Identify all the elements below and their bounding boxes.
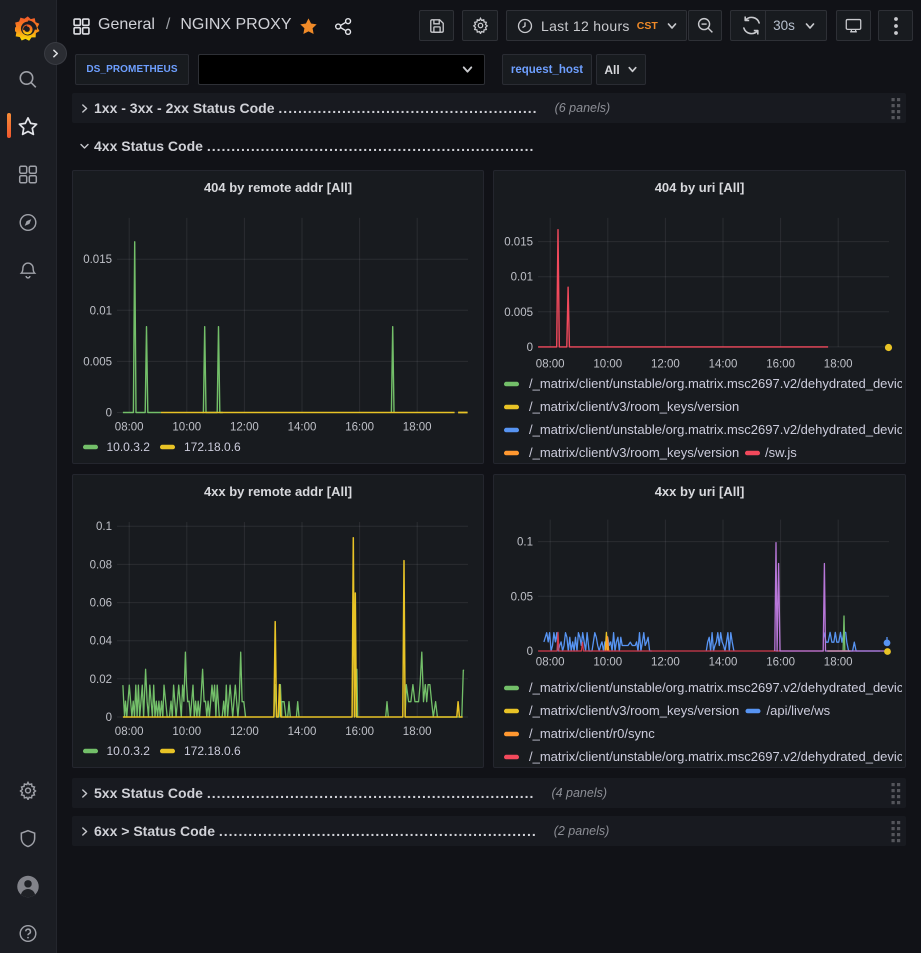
svg-text:10:00: 10:00 [593, 657, 622, 669]
svg-text:10.0.3.2: 10.0.3.2 [107, 744, 151, 758]
svg-text:0.04: 0.04 [90, 636, 113, 648]
svg-text:0.06: 0.06 [90, 598, 112, 610]
svg-text:08:00: 08:00 [115, 422, 144, 434]
svg-text:14:00: 14:00 [709, 359, 738, 371]
svg-text:0.005: 0.005 [83, 356, 112, 368]
svg-text:12:00: 12:00 [230, 726, 259, 738]
svg-text:0.1: 0.1 [517, 537, 533, 549]
svg-text:/_matrix/client/unstable/org.m: /_matrix/client/unstable/org.matrix.msc2… [529, 680, 902, 695]
svg-text:10:00: 10:00 [172, 422, 201, 434]
svg-text:12:00: 12:00 [651, 359, 680, 371]
svg-text:10:00: 10:00 [593, 359, 622, 371]
svg-text:12:00: 12:00 [230, 422, 259, 434]
svg-text:08:00: 08:00 [536, 657, 565, 669]
svg-text:/_matrix/client/v3/room_keys/v: /_matrix/client/v3/room_keys/version [529, 703, 739, 718]
svg-text:10:00: 10:00 [172, 726, 201, 738]
svg-text:14:00: 14:00 [709, 657, 738, 669]
svg-text:0.005: 0.005 [504, 307, 533, 319]
svg-text:0.01: 0.01 [90, 305, 112, 317]
svg-text:0.01: 0.01 [511, 272, 533, 284]
svg-text:/sw.js: /sw.js [765, 445, 797, 460]
svg-text:0.02: 0.02 [90, 674, 112, 686]
svg-text:10.0.3.2: 10.0.3.2 [107, 440, 151, 454]
svg-text:14:00: 14:00 [288, 726, 317, 738]
svg-text:0: 0 [106, 712, 112, 724]
svg-text:08:00: 08:00 [536, 359, 565, 371]
svg-text:0.1: 0.1 [96, 521, 112, 533]
svg-text:/_matrix/client/unstable/org.m: /_matrix/client/unstable/org.matrix.msc2… [529, 376, 902, 391]
svg-text:/_matrix/client/r0/sync: /_matrix/client/r0/sync [529, 726, 655, 741]
svg-text:16:00: 16:00 [766, 657, 795, 669]
svg-text:16:00: 16:00 [345, 726, 374, 738]
svg-text:172.18.0.6: 172.18.0.6 [184, 744, 241, 758]
svg-text:18:00: 18:00 [403, 726, 432, 738]
svg-text:/_matrix/client/v3/room_keys/v: /_matrix/client/v3/room_keys/version [529, 399, 739, 414]
svg-text:0: 0 [527, 342, 533, 354]
svg-text:/api/live/ws: /api/live/ws [767, 703, 831, 718]
svg-text:0.015: 0.015 [504, 237, 533, 249]
svg-text:16:00: 16:00 [345, 422, 374, 434]
svg-text:14:00: 14:00 [288, 422, 317, 434]
svg-text:18:00: 18:00 [824, 657, 853, 669]
svg-text:12:00: 12:00 [651, 657, 680, 669]
svg-text:16:00: 16:00 [766, 359, 795, 371]
svg-text:0.08: 0.08 [90, 559, 112, 571]
svg-text:0.015: 0.015 [83, 254, 112, 266]
svg-text:/_matrix/client/v3/room_keys/v: /_matrix/client/v3/room_keys/version [529, 445, 739, 460]
svg-text:08:00: 08:00 [115, 726, 144, 738]
svg-text:0.05: 0.05 [511, 591, 533, 603]
svg-text:0: 0 [106, 408, 112, 420]
svg-text:/_matrix/client/unstable/org.m: /_matrix/client/unstable/org.matrix.msc2… [529, 422, 902, 437]
svg-text:18:00: 18:00 [403, 422, 432, 434]
svg-text:/_matrix/client/unstable/org.m: /_matrix/client/unstable/org.matrix.msc2… [529, 749, 902, 764]
svg-text:0: 0 [527, 646, 533, 658]
svg-text:18:00: 18:00 [824, 359, 853, 371]
svg-text:172.18.0.6: 172.18.0.6 [184, 440, 241, 454]
